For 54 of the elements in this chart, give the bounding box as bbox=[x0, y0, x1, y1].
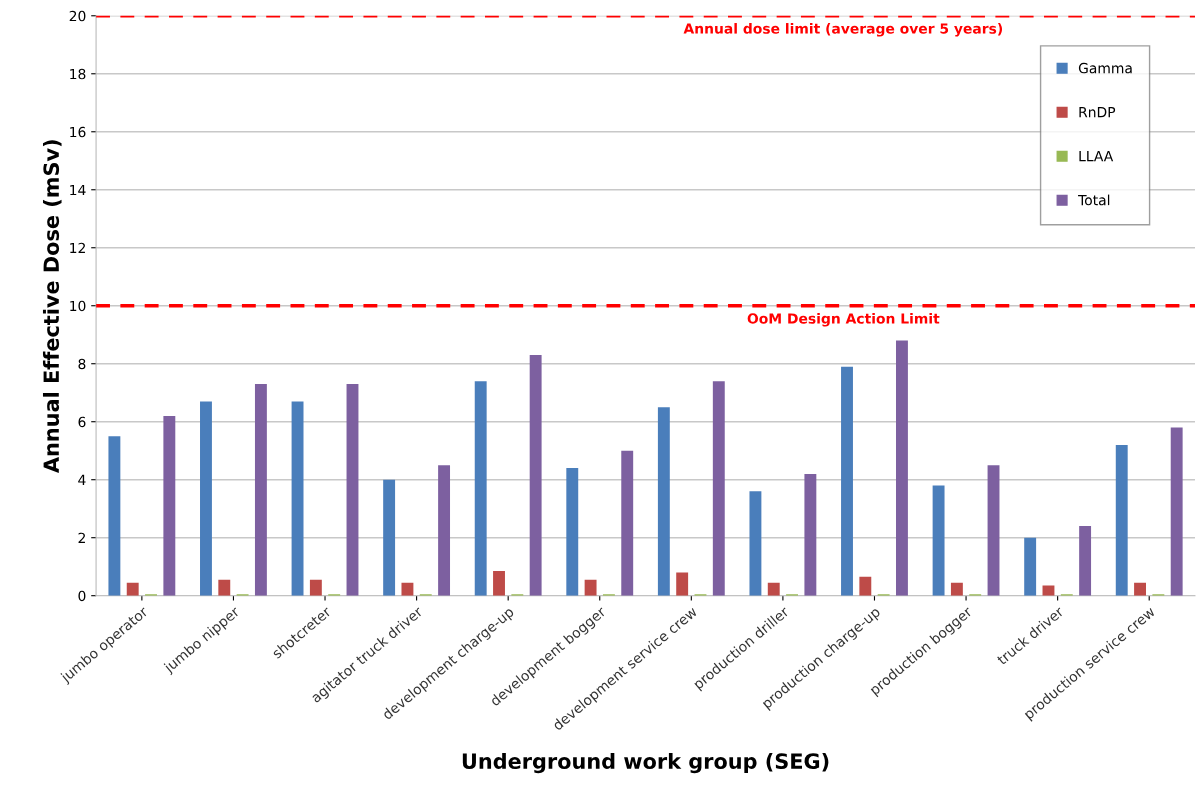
legend-label: Gamma bbox=[1078, 62, 1132, 74]
bar bbox=[1115, 444, 1128, 596]
y-tick-label: 4 bbox=[78, 474, 86, 485]
bar bbox=[108, 436, 121, 596]
bar bbox=[438, 465, 451, 596]
bar bbox=[859, 576, 872, 596]
bar bbox=[676, 572, 689, 596]
bar bbox=[566, 468, 579, 596]
bar bbox=[657, 407, 670, 596]
bar bbox=[767, 582, 780, 596]
bar bbox=[987, 465, 1000, 596]
legend-label: RnDP bbox=[1079, 107, 1116, 118]
bar bbox=[749, 491, 762, 596]
bar bbox=[950, 582, 963, 596]
bar bbox=[346, 384, 359, 596]
bar bbox=[401, 582, 414, 596]
bar bbox=[383, 479, 396, 596]
bar bbox=[712, 381, 725, 596]
bar bbox=[291, 401, 304, 596]
bar bbox=[584, 579, 597, 596]
y-tick-label: 2 bbox=[78, 532, 85, 543]
bar bbox=[529, 355, 542, 596]
y-tick-label: 18 bbox=[70, 68, 86, 80]
ref-line-label: Annual dose limit (average over 5 years) bbox=[683, 23, 1003, 37]
y-tick-label: 12 bbox=[70, 242, 85, 254]
y-tick-label: 20 bbox=[69, 10, 86, 22]
bar bbox=[932, 485, 945, 596]
bar bbox=[896, 340, 908, 596]
bar bbox=[200, 401, 212, 596]
y-tick-label: 0 bbox=[78, 590, 86, 602]
bar bbox=[126, 582, 139, 596]
bar bbox=[841, 366, 853, 596]
bar bbox=[1024, 537, 1037, 596]
bar bbox=[254, 384, 267, 596]
bar bbox=[218, 579, 231, 596]
bar bbox=[1079, 526, 1092, 596]
bar bbox=[163, 415, 176, 596]
bar bbox=[1134, 582, 1146, 596]
bar bbox=[493, 571, 505, 596]
legend-label: LLAA bbox=[1079, 151, 1114, 162]
bar bbox=[1170, 427, 1183, 596]
bar bbox=[474, 381, 487, 596]
y-tick-label: 10 bbox=[70, 300, 86, 312]
y-tick-label: 14 bbox=[70, 184, 86, 196]
legend-label: Total bbox=[1078, 194, 1110, 206]
y-tick-label: 8 bbox=[78, 358, 86, 370]
bar bbox=[309, 579, 322, 596]
y-tick-label: 6 bbox=[78, 416, 86, 428]
y-tick-label: 16 bbox=[70, 126, 86, 138]
y-axis-title: Annual Effective Dose (mSv) bbox=[42, 140, 62, 473]
ref-line-label: OoM Design Action Limit bbox=[747, 312, 940, 327]
bar bbox=[621, 450, 634, 596]
bar bbox=[804, 473, 817, 596]
x-axis-title: Underground work group (SEG) bbox=[462, 752, 829, 774]
